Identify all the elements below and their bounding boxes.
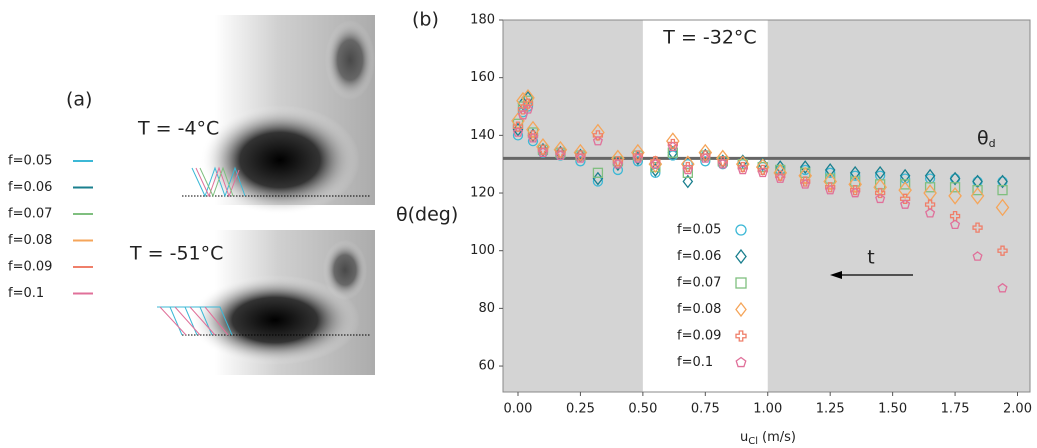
legend-label: f=0.05 <box>8 154 52 169</box>
y-tick-label: 180 <box>470 13 495 28</box>
annotation: T = -32°C <box>662 27 756 49</box>
annotation: T = -51°C <box>129 243 223 265</box>
x-tick-label: 1.50 <box>878 402 907 417</box>
y-tick-label: 140 <box>470 128 495 143</box>
legend-label: f=0.06 <box>677 249 721 264</box>
shaded-region <box>768 20 1030 392</box>
legend-label: f=0.09 <box>677 329 721 344</box>
legend-label: f=0.09 <box>8 260 52 275</box>
legend-label: f=0.08 <box>8 233 52 248</box>
x-tick-label: 2.00 <box>1003 402 1032 417</box>
y-tick-label: 60 <box>478 359 495 374</box>
x-tick-label: 1.75 <box>941 402 970 417</box>
threshold-subscript: d <box>989 137 996 150</box>
x-tick-label: 1.00 <box>753 402 782 417</box>
x-axis-symbol: u <box>740 430 748 445</box>
legend-label: f=0.07 <box>677 276 721 291</box>
panel-label: (a) <box>66 89 92 111</box>
legend-label: f=0.06 <box>8 180 52 195</box>
y-tick-label: 100 <box>470 243 495 258</box>
page: (a) T = -4°C T = -51°C (b) f=0.05 f=0.06 f… <box>0 0 1037 448</box>
x-axis-label: uCl (m/s) <box>740 430 796 448</box>
shaded-region <box>503 20 643 392</box>
legend-label: f=0.07 <box>8 207 52 222</box>
annotation: T = -4°C <box>137 118 219 140</box>
x-tick-label: 1.25 <box>816 402 845 417</box>
x-tick-label: 0.00 <box>504 402 533 417</box>
legend-label: f=0.1 <box>8 286 44 301</box>
x-tick-label: 0.50 <box>628 402 657 417</box>
y-tick-label: 160 <box>470 70 495 85</box>
panel-label: (b) <box>412 9 439 31</box>
y-tick-label: 120 <box>470 186 495 201</box>
x-axis-unit: (m/s) <box>762 430 796 445</box>
legend-label: f=0.1 <box>677 355 713 370</box>
threshold-symbol: θ <box>977 127 989 149</box>
x-axis-subscript: Cl <box>748 436 758 447</box>
y-tick-label: 80 <box>478 301 495 316</box>
x-tick-label: 0.75 <box>691 402 720 417</box>
figure: (a) T = -4°C T = -51°C (b) f=0.05 f=0.06 f… <box>0 0 1037 448</box>
annotation: t <box>867 247 874 269</box>
legend-label: f=0.05 <box>677 223 721 238</box>
image-top <box>182 15 375 215</box>
legend-label: f=0.08 <box>677 302 721 317</box>
x-tick-label: 0.25 <box>566 402 595 417</box>
y-axis-label: θ(deg) <box>396 204 458 226</box>
